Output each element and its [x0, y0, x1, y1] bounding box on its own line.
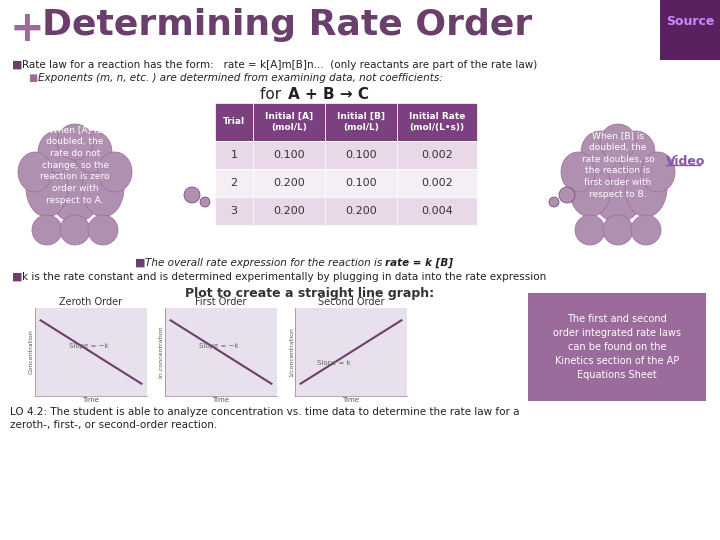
Circle shape	[200, 197, 210, 207]
Ellipse shape	[38, 131, 76, 173]
FancyBboxPatch shape	[253, 141, 325, 169]
Text: 0.200: 0.200	[273, 206, 305, 216]
FancyBboxPatch shape	[215, 103, 253, 141]
Text: Determining Rate Order: Determining Rate Order	[42, 8, 532, 42]
Ellipse shape	[625, 159, 667, 217]
Text: for: for	[260, 87, 291, 102]
Text: Slope = −k: Slope = −k	[199, 342, 238, 349]
FancyBboxPatch shape	[397, 141, 477, 169]
Ellipse shape	[588, 138, 648, 222]
Ellipse shape	[600, 124, 636, 160]
Text: 0.002: 0.002	[421, 150, 453, 160]
FancyBboxPatch shape	[215, 169, 253, 197]
Circle shape	[88, 215, 118, 245]
X-axis label: Time: Time	[83, 397, 99, 403]
Ellipse shape	[569, 159, 611, 217]
Y-axis label: ln concentration: ln concentration	[158, 326, 163, 378]
FancyBboxPatch shape	[397, 103, 477, 141]
FancyBboxPatch shape	[253, 197, 325, 225]
Text: Trial: Trial	[223, 118, 245, 126]
X-axis label: Time: Time	[212, 397, 230, 403]
FancyBboxPatch shape	[528, 293, 706, 401]
Circle shape	[549, 197, 559, 207]
FancyBboxPatch shape	[325, 169, 397, 197]
X-axis label: Time: Time	[343, 397, 359, 403]
Text: When [B] is
doubled, the
rate doubles, so
the reaction is
first order with
respe: When [B] is doubled, the rate doubles, s…	[582, 131, 654, 199]
Text: Exponents (m, n, etc. ) are determined from examining data, not coefficients:: Exponents (m, n, etc. ) are determined f…	[38, 73, 443, 83]
FancyBboxPatch shape	[325, 197, 397, 225]
Text: The first and second
order integrated rate laws
can be found on the
Kinetics sec: The first and second order integrated ra…	[553, 314, 681, 380]
Text: 2: 2	[230, 178, 238, 188]
FancyBboxPatch shape	[325, 141, 397, 169]
Text: 3: 3	[230, 206, 238, 216]
Text: 0.004: 0.004	[421, 206, 453, 216]
Text: 1: 1	[230, 150, 238, 160]
Text: 0.100: 0.100	[345, 150, 377, 160]
FancyBboxPatch shape	[660, 0, 720, 60]
Text: Second Order
1/[A] / time: Second Order 1/[A] / time	[318, 297, 384, 319]
Text: Initial [B]
(mol/L): Initial [B] (mol/L)	[337, 112, 385, 132]
FancyBboxPatch shape	[253, 103, 325, 141]
FancyBboxPatch shape	[325, 103, 397, 141]
Circle shape	[603, 215, 633, 245]
Text: First Order
ln[A] / Time: First Order ln[A] / Time	[193, 297, 249, 319]
Text: 0.200: 0.200	[273, 178, 305, 188]
Ellipse shape	[581, 131, 619, 173]
Text: 0.200: 0.200	[345, 206, 377, 216]
Ellipse shape	[561, 152, 595, 192]
Text: k is the rate constant and is determined experimentally by plugging in data into: k is the rate constant and is determined…	[22, 272, 546, 282]
Text: +: +	[10, 8, 45, 50]
Ellipse shape	[641, 152, 675, 192]
Text: Initial [A]
(mol/L): Initial [A] (mol/L)	[265, 112, 313, 132]
Y-axis label: Concentration: Concentration	[29, 329, 34, 374]
Ellipse shape	[18, 152, 52, 192]
Ellipse shape	[98, 152, 132, 192]
FancyBboxPatch shape	[397, 169, 477, 197]
Text: Video: Video	[666, 155, 706, 168]
Text: The overall rate expression for the reaction is: The overall rate expression for the reac…	[145, 258, 385, 268]
Ellipse shape	[57, 124, 93, 160]
Text: Slope = −k: Slope = −k	[68, 342, 108, 349]
Text: ■: ■	[135, 258, 145, 268]
FancyBboxPatch shape	[397, 197, 477, 225]
Text: Zeroth Order
[A] / Time: Zeroth Order [A] / Time	[60, 297, 122, 319]
Text: 0.100: 0.100	[273, 150, 305, 160]
Ellipse shape	[74, 131, 112, 173]
Y-axis label: 1/concentration: 1/concentration	[289, 327, 294, 377]
Circle shape	[60, 215, 90, 245]
Text: Plot to create a straight line graph:: Plot to create a straight line graph:	[186, 287, 435, 300]
Ellipse shape	[45, 138, 105, 222]
Text: ■: ■	[12, 60, 22, 70]
FancyBboxPatch shape	[215, 141, 253, 169]
Circle shape	[631, 215, 661, 245]
Circle shape	[184, 187, 200, 203]
Circle shape	[575, 215, 605, 245]
Text: 0.100: 0.100	[345, 178, 377, 188]
Text: LO 4.2: The student is able to analyze concentration vs. time data to determine : LO 4.2: The student is able to analyze c…	[10, 407, 520, 430]
Text: 0.002: 0.002	[421, 178, 453, 188]
Circle shape	[559, 187, 575, 203]
Text: ■: ■	[28, 73, 37, 83]
Circle shape	[32, 215, 62, 245]
Text: Slope = k: Slope = k	[318, 360, 351, 366]
FancyBboxPatch shape	[253, 169, 325, 197]
Ellipse shape	[82, 159, 124, 217]
Text: Initial Rate
(mol/(L•s)): Initial Rate (mol/(L•s))	[409, 112, 465, 132]
Text: ■: ■	[12, 272, 22, 282]
FancyBboxPatch shape	[215, 197, 253, 225]
Text: Rate law for a reaction has the form:   rate = k[A]m[B]n...  (only reactants are: Rate law for a reaction has the form: ra…	[22, 60, 537, 70]
Ellipse shape	[617, 131, 655, 173]
Text: A + B → C: A + B → C	[288, 87, 369, 102]
Text: Source: Source	[666, 15, 714, 28]
Text: When [A] is
doubled, the
rate do not
change, so the
reaction is zero
order with
: When [A] is doubled, the rate do not cha…	[40, 125, 109, 205]
Ellipse shape	[26, 159, 68, 217]
Text: rate = k [B]: rate = k [B]	[385, 258, 453, 268]
